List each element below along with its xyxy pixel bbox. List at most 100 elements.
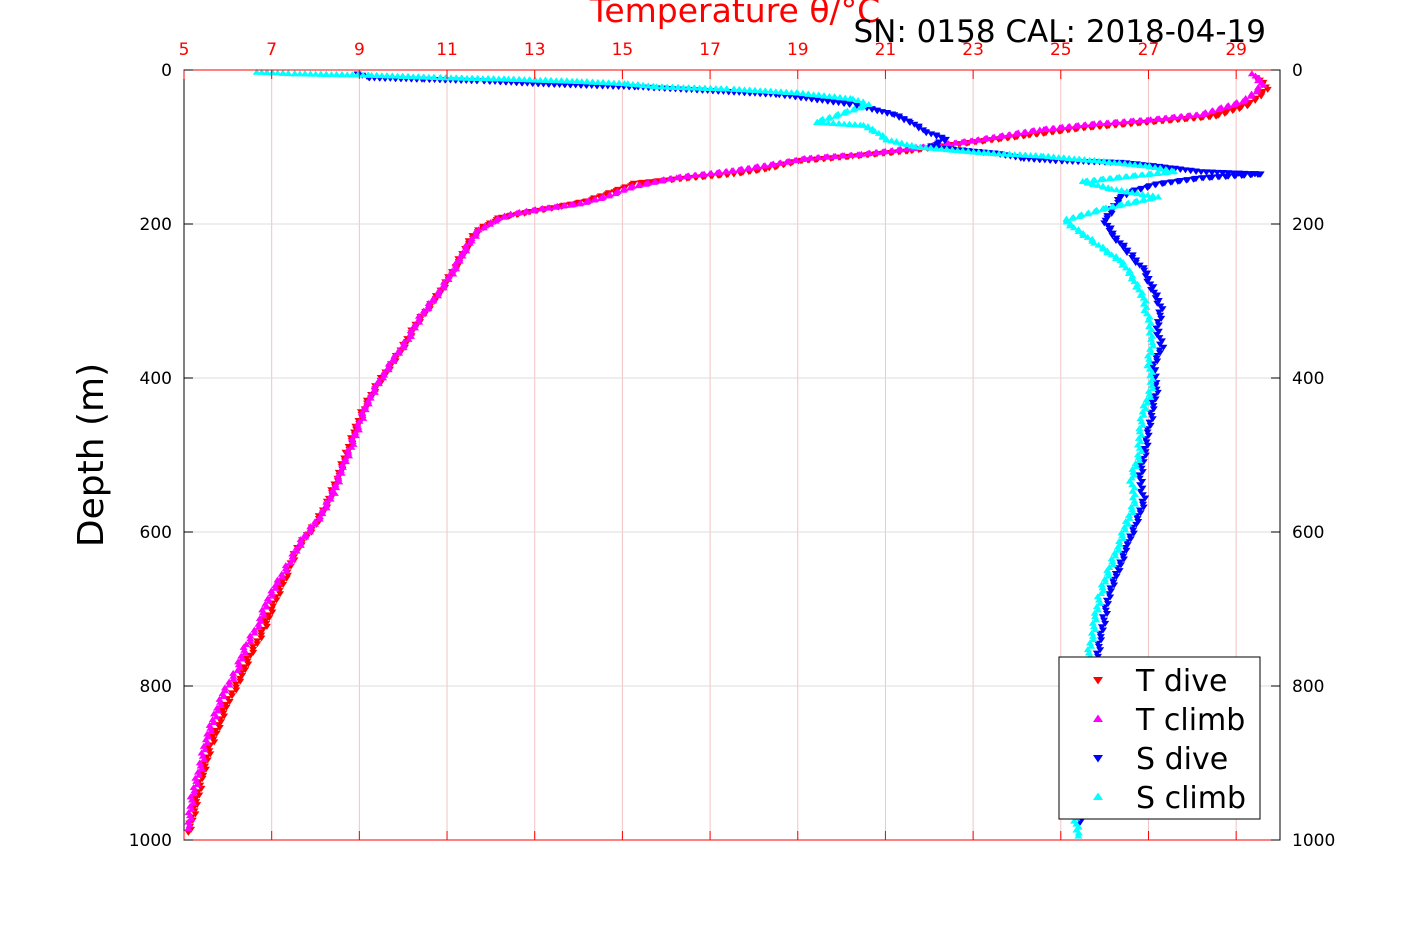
data-point (1076, 819, 1085, 826)
data-point (1098, 584, 1107, 591)
data-point (253, 641, 262, 648)
data-point (1119, 245, 1128, 252)
data-point (201, 736, 210, 743)
data-point (1016, 151, 1025, 158)
data-point (701, 84, 710, 91)
data-point (1144, 171, 1153, 178)
data-point (1080, 156, 1089, 163)
data-point (411, 324, 420, 331)
data-point (351, 429, 360, 436)
data-point (1257, 93, 1266, 100)
data-point (1138, 469, 1147, 476)
data-point (452, 74, 461, 81)
data-point (1221, 173, 1230, 180)
data-point (859, 121, 868, 128)
data-point (1123, 200, 1132, 207)
data-point (415, 315, 424, 322)
data-point (486, 220, 495, 227)
data-point (1106, 594, 1115, 601)
data-point (336, 466, 345, 473)
data-point (239, 643, 248, 650)
data-point (1212, 113, 1221, 120)
data-point (1121, 160, 1130, 167)
data-point (462, 244, 471, 251)
data-point (389, 357, 398, 364)
data-point (611, 190, 620, 197)
data-point (898, 140, 907, 147)
data-point (341, 455, 350, 462)
data-point (1154, 328, 1163, 335)
data-point (322, 501, 331, 508)
legend-label: T climb (1135, 703, 1245, 738)
data-point (528, 207, 537, 214)
data-point (197, 785, 206, 792)
data-point (722, 85, 731, 92)
data-point (1096, 599, 1105, 606)
data-point (590, 196, 599, 203)
data-point (205, 748, 214, 755)
data-point (424, 305, 433, 312)
data-point (191, 774, 200, 781)
data-point (1089, 636, 1098, 643)
data-point (1158, 181, 1167, 188)
data-point (379, 374, 388, 381)
data-point (442, 74, 451, 81)
legend-marker (1093, 677, 1103, 685)
data-point (583, 78, 592, 85)
data-point (1146, 393, 1155, 400)
data-point (232, 687, 241, 694)
data-point (839, 109, 848, 116)
data-point (711, 85, 720, 92)
data-point (347, 443, 356, 450)
data-point (1122, 249, 1131, 256)
data-point (988, 134, 997, 141)
data-point (1148, 399, 1157, 406)
data-point (444, 275, 453, 282)
data-point (457, 74, 466, 81)
data-point (1104, 601, 1113, 608)
data-point (1131, 161, 1140, 168)
data-point (1135, 117, 1144, 124)
data-point (189, 784, 198, 791)
data-point (288, 550, 297, 557)
data-point (276, 591, 285, 598)
data-point (756, 87, 765, 94)
data-point (845, 101, 854, 108)
data-point (1128, 506, 1137, 513)
data-point (766, 161, 775, 168)
data-point (196, 762, 205, 769)
data-point (338, 461, 347, 468)
data-point (414, 312, 423, 319)
data-point (1110, 159, 1119, 166)
data-point (1119, 118, 1128, 125)
data-point (615, 79, 624, 86)
data-point (332, 484, 341, 491)
data-point (1154, 322, 1163, 329)
data-point (1143, 442, 1152, 449)
data-point (1027, 128, 1036, 134)
data-point (846, 151, 855, 158)
data-point (1079, 231, 1088, 238)
data-point (1150, 393, 1159, 400)
data-point (1103, 566, 1112, 573)
data-point (1149, 403, 1158, 410)
data-point (240, 649, 249, 656)
data-point (366, 391, 375, 398)
data-point (536, 76, 545, 83)
data-point (220, 684, 229, 691)
data-point (335, 478, 344, 485)
data-point (914, 125, 923, 132)
data-point (1109, 561, 1118, 568)
data-point (609, 79, 618, 86)
data-point (829, 153, 838, 160)
data-point (1114, 546, 1123, 553)
data-point (995, 133, 1004, 140)
data-point (1107, 210, 1116, 217)
data-point (1090, 613, 1099, 620)
data-point (1121, 526, 1130, 533)
data-point (541, 76, 550, 83)
data-point (1145, 355, 1154, 362)
data-point (1251, 72, 1260, 79)
data-point (697, 171, 706, 178)
data-point (484, 75, 493, 82)
